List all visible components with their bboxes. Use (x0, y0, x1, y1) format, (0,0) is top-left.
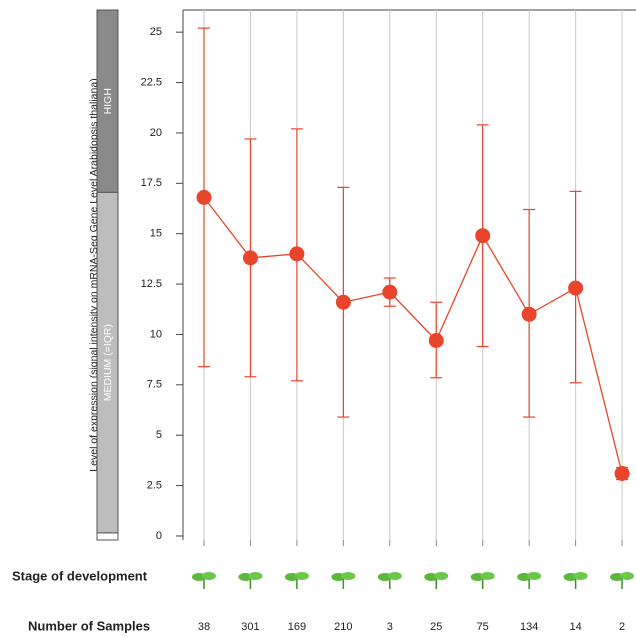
point (522, 307, 537, 322)
stage-icon (285, 572, 309, 589)
stage-icon (238, 572, 262, 589)
stage-icon (192, 572, 216, 589)
sample-count: 210 (334, 621, 352, 633)
icon-leaf (388, 572, 402, 580)
y-tick-label: 15 (150, 228, 162, 240)
y-tick-label: 25 (150, 26, 162, 38)
y-tick-label: 0 (156, 530, 162, 542)
icon-leaf (202, 572, 216, 580)
sample-count: 25 (430, 621, 442, 633)
sample-count: 14 (569, 621, 581, 633)
point (336, 295, 351, 310)
stage-icon (517, 572, 541, 589)
sample-count: 38 (198, 621, 210, 633)
y-tick-label: 2.5 (147, 479, 162, 491)
level-band (97, 533, 118, 540)
point (382, 285, 397, 300)
stage-icon (378, 572, 402, 589)
samples-label: Number of Samples (28, 618, 150, 633)
stage-icon (564, 572, 588, 589)
sample-count: 301 (241, 621, 259, 633)
y-tick-label: 7.5 (147, 379, 162, 391)
series-line (204, 197, 622, 473)
icon-leaf (481, 572, 495, 580)
chart: Stage of development Number of Samples L… (0, 0, 636, 637)
sample-count: 169 (288, 621, 306, 633)
sample-count: 75 (477, 621, 489, 633)
point (429, 333, 444, 348)
stage-icon (331, 572, 355, 589)
point (615, 466, 630, 481)
point (475, 228, 490, 243)
icon-leaf (527, 572, 541, 580)
icon-leaf (574, 572, 588, 580)
icon-leaf (434, 572, 448, 580)
point (289, 246, 304, 261)
sample-count: 3 (387, 621, 393, 633)
point (197, 190, 212, 205)
point (243, 250, 258, 265)
sample-count: 134 (520, 621, 538, 633)
stage-label: Stage of development (12, 568, 148, 583)
stage-icon (610, 572, 634, 589)
icon-leaf (295, 572, 309, 580)
point (568, 281, 583, 296)
y-tick-label: 20 (150, 127, 162, 139)
y-tick-label: 12.5 (141, 278, 162, 290)
level-label: HIGH (102, 88, 114, 114)
icon-leaf (341, 572, 355, 580)
y-tick-label: 10 (150, 328, 162, 340)
stage-icon (471, 572, 495, 589)
sample-count: 2 (619, 621, 625, 633)
y-tick-label: 17.5 (141, 177, 162, 189)
level-label: MEDIUM (=IQR) (102, 324, 114, 401)
icon-leaf (620, 572, 634, 580)
icon-leaf (248, 572, 262, 580)
stage-icon (424, 572, 448, 589)
y-tick-label: 5 (156, 429, 162, 441)
y-tick-label: 22.5 (141, 76, 162, 88)
page: {"chart_data": { "type": "line", "y_labe… (0, 0, 636, 637)
